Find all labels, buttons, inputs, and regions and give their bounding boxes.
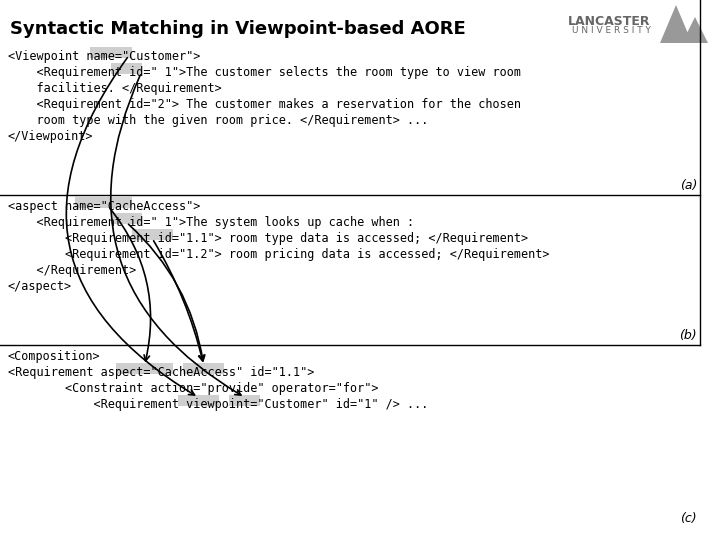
Text: <Requirement id=" 1">The customer selects the room type to view room: <Requirement id=" 1">The customer select… [8, 66, 521, 79]
Bar [132, 229, 173, 240]
Bar [111, 213, 142, 225]
FancyArrowPatch shape [128, 224, 204, 361]
Polygon shape [660, 5, 692, 43]
FancyArrowPatch shape [111, 75, 241, 395]
Text: </Requirement>: </Requirement> [8, 264, 136, 277]
Text: room type with the given room price. </Requirement> ...: room type with the given room price. </R… [8, 114, 428, 127]
Text: </Viewpoint>: </Viewpoint> [8, 130, 94, 143]
Text: facilities. </Requirement>: facilities. </Requirement> [8, 82, 222, 95]
Bar [183, 363, 225, 374]
Text: <Viewpoint name="Customer">: <Viewpoint name="Customer"> [8, 50, 200, 63]
Text: <Composition>: <Composition> [8, 350, 101, 363]
Bar [178, 395, 219, 407]
Bar [91, 47, 132, 58]
Text: U N I V E R S I T Y: U N I V E R S I T Y [572, 26, 651, 35]
Text: (a): (a) [680, 179, 697, 192]
Text: <Requirement id="1.2"> room pricing data is accessed; </Requirement>: <Requirement id="1.2"> room pricing data… [8, 248, 549, 261]
Bar [116, 363, 173, 374]
Text: <Requirement aspect="CacheAccess" id="1.1">: <Requirement aspect="CacheAccess" id="1.… [8, 366, 315, 379]
Text: (b): (b) [680, 329, 697, 342]
Polygon shape [682, 17, 708, 43]
Text: <Constraint action="provide" operator="for">: <Constraint action="provide" operator="f… [8, 382, 379, 395]
Bar [230, 395, 261, 407]
Text: <Requirement id="2"> The customer makes a reservation for the chosen: <Requirement id="2"> The customer makes … [8, 98, 521, 111]
Text: <Requirement id="1.1"> room type data is accessed; </Requirement>: <Requirement id="1.1"> room type data is… [8, 232, 528, 245]
Text: Syntactic Matching in Viewpoint-based AORE: Syntactic Matching in Viewpoint-based AO… [10, 20, 466, 38]
FancyArrowPatch shape [110, 208, 150, 361]
Text: (c): (c) [680, 512, 697, 525]
Text: <Requirement viewpoint="Customer" id="1" /> ...: <Requirement viewpoint="Customer" id="1"… [8, 398, 428, 411]
Text: <aspect name="CacheAccess">: <aspect name="CacheAccess"> [8, 200, 200, 213]
Bar [111, 63, 142, 75]
FancyArrowPatch shape [153, 241, 204, 361]
FancyArrowPatch shape [66, 58, 194, 395]
Text: LANCASTER: LANCASTER [568, 15, 650, 28]
Text: </aspect>: </aspect> [8, 280, 72, 293]
Bar [75, 197, 132, 208]
Text: <Requirement id=" 1">The system looks up cache when :: <Requirement id=" 1">The system looks up… [8, 216, 414, 229]
